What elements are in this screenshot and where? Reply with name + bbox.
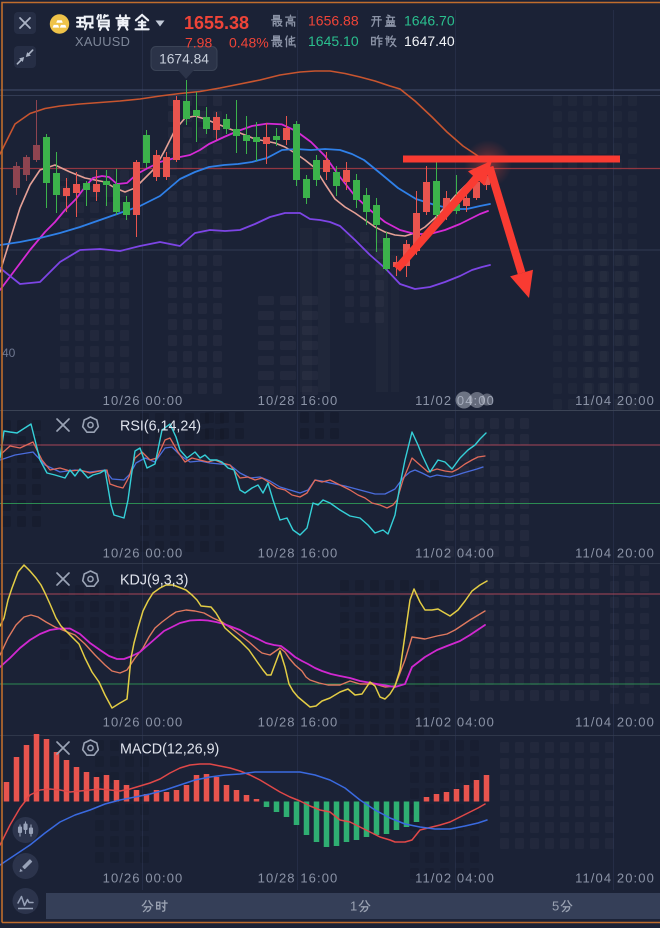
svg-text:XAUUSD: XAUUSD <box>75 34 130 49</box>
svg-text:11/02 04:00: 11/02 04:00 <box>415 393 495 408</box>
svg-text:10/26 00:00: 10/26 00:00 <box>103 871 184 886</box>
svg-text:1647.40: 1647.40 <box>404 33 455 49</box>
svg-text:7.98: 7.98 <box>185 35 212 51</box>
svg-text:1: 1 <box>350 899 357 914</box>
svg-text:10/28 16:00: 10/28 16:00 <box>258 393 339 408</box>
svg-text:1674.84: 1674.84 <box>159 52 209 67</box>
svg-text:11/04 20:00: 11/04 20:00 <box>575 546 655 561</box>
svg-text:1656.88: 1656.88 <box>308 13 359 29</box>
svg-text:10/26 00:00: 10/26 00:00 <box>103 715 184 730</box>
svg-text:1645.10: 1645.10 <box>308 33 359 49</box>
svg-text:1655.38: 1655.38 <box>184 13 249 33</box>
svg-text:11/02 04:00: 11/02 04:00 <box>415 546 495 561</box>
svg-text:11/04 20:00: 11/04 20:00 <box>575 393 655 408</box>
svg-text:10/26 00:00: 10/26 00:00 <box>103 393 184 408</box>
svg-text:0.48%: 0.48% <box>229 35 269 51</box>
svg-text:KDJ(9,3,3): KDJ(9,3,3) <box>120 573 188 589</box>
svg-text:RSI(6,14,24): RSI(6,14,24) <box>120 419 201 435</box>
svg-text:MACD(12,26,9): MACD(12,26,9) <box>120 742 219 758</box>
svg-text:10/26 00:00: 10/26 00:00 <box>103 546 184 561</box>
svg-text:11/04 20:00: 11/04 20:00 <box>575 871 655 886</box>
svg-text:5: 5 <box>552 899 559 914</box>
svg-text:11/04 20:00: 11/04 20:00 <box>575 715 655 730</box>
svg-text:10/28 16:00: 10/28 16:00 <box>258 715 339 730</box>
svg-text:10/28 16:00: 10/28 16:00 <box>258 871 339 886</box>
svg-text:10/28 16:00: 10/28 16:00 <box>258 546 339 561</box>
svg-text:1646.70: 1646.70 <box>404 13 455 29</box>
svg-text:11/02 04:00: 11/02 04:00 <box>415 715 495 730</box>
svg-text:40: 40 <box>2 346 16 360</box>
svg-text:11/02 04:00: 11/02 04:00 <box>415 871 495 886</box>
